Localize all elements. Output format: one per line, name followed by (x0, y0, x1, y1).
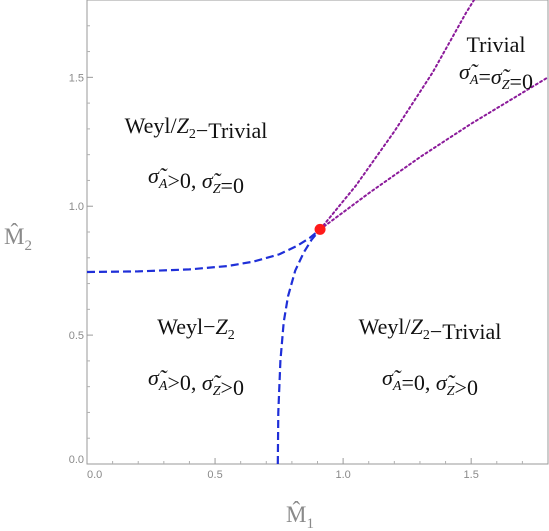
x-axis-ticks: 0.0 0.5 1.0 1.5 (86, 458, 523, 481)
critical-point-layer (314, 223, 326, 235)
y-axis-ticks: 0.0 0.5 1.0 1.5 (69, 25, 93, 466)
x-axis-label: M̂1 (286, 501, 314, 531)
region-label-line: Weyl/Z2−Trivial (359, 314, 502, 344)
region-label-line: σ̃A>0, σ̃Z>0 (148, 365, 244, 400)
dashed-boundary-line (276, 228, 321, 465)
dotted-boundary-line (319, 76, 549, 231)
phase-boundaries (86, 0, 549, 465)
dashed-boundary-line (86, 228, 321, 274)
region-labels: Weyl/Z2−Trivial σ̃A>0, σ̃Z=0 Weyl−Z2 σ̃A>0,… (125, 32, 533, 400)
dotted-boundary-line (319, 0, 476, 231)
x-tick-label: 0.5 (207, 469, 222, 481)
x-tick-label: 0.0 (87, 469, 102, 481)
critical-point (314, 223, 326, 235)
y-tick-label: 0.5 (69, 330, 84, 342)
region-label-line: Trivial (466, 32, 525, 57)
x-tick-label: 1.5 (464, 469, 479, 481)
region-label-line: Weyl−Z2 (157, 314, 235, 343)
y-tick-label: 1.5 (69, 72, 84, 84)
x-tick-label: 1.0 (335, 469, 350, 481)
region-label-line: σ̃A=σ̃Z=0 (459, 59, 533, 94)
y-tick-label: 0.0 (69, 454, 84, 466)
region-label-line: σ̃A=0, σ̃Z>0 (382, 365, 478, 400)
y-axis-label: M̂2 (4, 223, 32, 254)
y-tick-label: 1.0 (69, 201, 84, 213)
region-label-line: Weyl/Z2−Trivial (125, 113, 268, 143)
region-label-line: σ̃A>0, σ̃Z=0 (148, 163, 244, 198)
